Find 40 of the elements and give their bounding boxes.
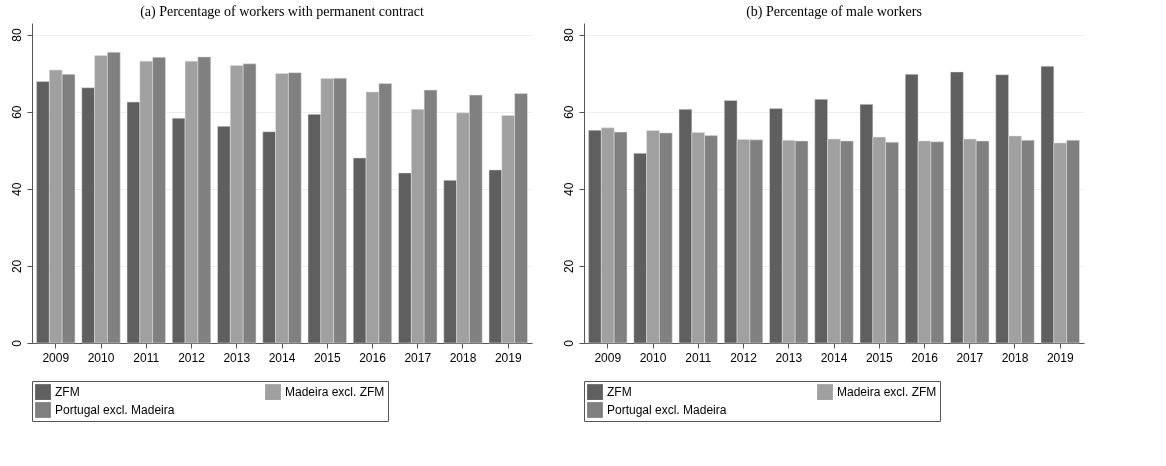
x-tick-label: 2010 <box>87 350 115 365</box>
x-tick-label: 2011 <box>685 350 712 365</box>
x-tick-label: 2012 <box>730 350 758 365</box>
x-tick-label: 2010 <box>639 350 667 365</box>
legend-label: ZFM <box>607 385 632 400</box>
x-tick-label: 2019 <box>494 350 522 365</box>
x-tick-label: 2011 <box>133 350 160 365</box>
x-tick-label: 2009 <box>594 350 622 365</box>
y-tick-label: 20 <box>9 259 24 274</box>
x-tick-label: 2019 <box>1046 350 1074 365</box>
legend-label: Madeira excl. ZFM <box>285 385 385 400</box>
x-tick-label: 2017 <box>404 350 432 365</box>
chart-title: (b) Percentage of male workers <box>746 4 922 20</box>
x-tick-label: 2016 <box>911 350 939 365</box>
x-tick-label: 2012 <box>178 350 206 365</box>
y-tick-label: 20 <box>561 259 576 274</box>
legend-label: Madeira excl. ZFM <box>837 385 937 400</box>
x-tick-label: 2017 <box>956 350 984 365</box>
y-tick-label: 80 <box>561 28 576 42</box>
x-tick-label: 2013 <box>775 350 803 365</box>
x-tick-label: 2014 <box>820 350 848 365</box>
x-tick-label: 2009 <box>42 350 70 365</box>
y-tick-label: 0 <box>9 339 24 347</box>
x-tick-label: 2014 <box>268 350 296 365</box>
legend-label: Portugal excl. Madeira <box>55 403 175 417</box>
chart-title: (a) Percentage of workers with permanent contract <box>140 4 424 20</box>
legend-label: Portugal excl. Madeira <box>607 403 727 417</box>
y-tick-label: 40 <box>561 182 576 196</box>
x-tick-label: 2015 <box>313 350 341 365</box>
x-tick-label: 2013 <box>223 350 251 365</box>
y-tick-label: 0 <box>561 339 576 347</box>
x-tick-label: 2016 <box>359 350 387 365</box>
y-tick-label: 40 <box>9 182 24 196</box>
x-tick-label: 2018 <box>1001 350 1029 365</box>
x-tick-label: 2015 <box>865 350 893 365</box>
y-tick-label: 60 <box>9 105 24 119</box>
y-tick-label: 80 <box>9 28 24 42</box>
x-tick-label: 2018 <box>449 350 477 365</box>
y-tick-label: 60 <box>561 105 576 119</box>
legend-label: ZFM <box>55 385 80 400</box>
